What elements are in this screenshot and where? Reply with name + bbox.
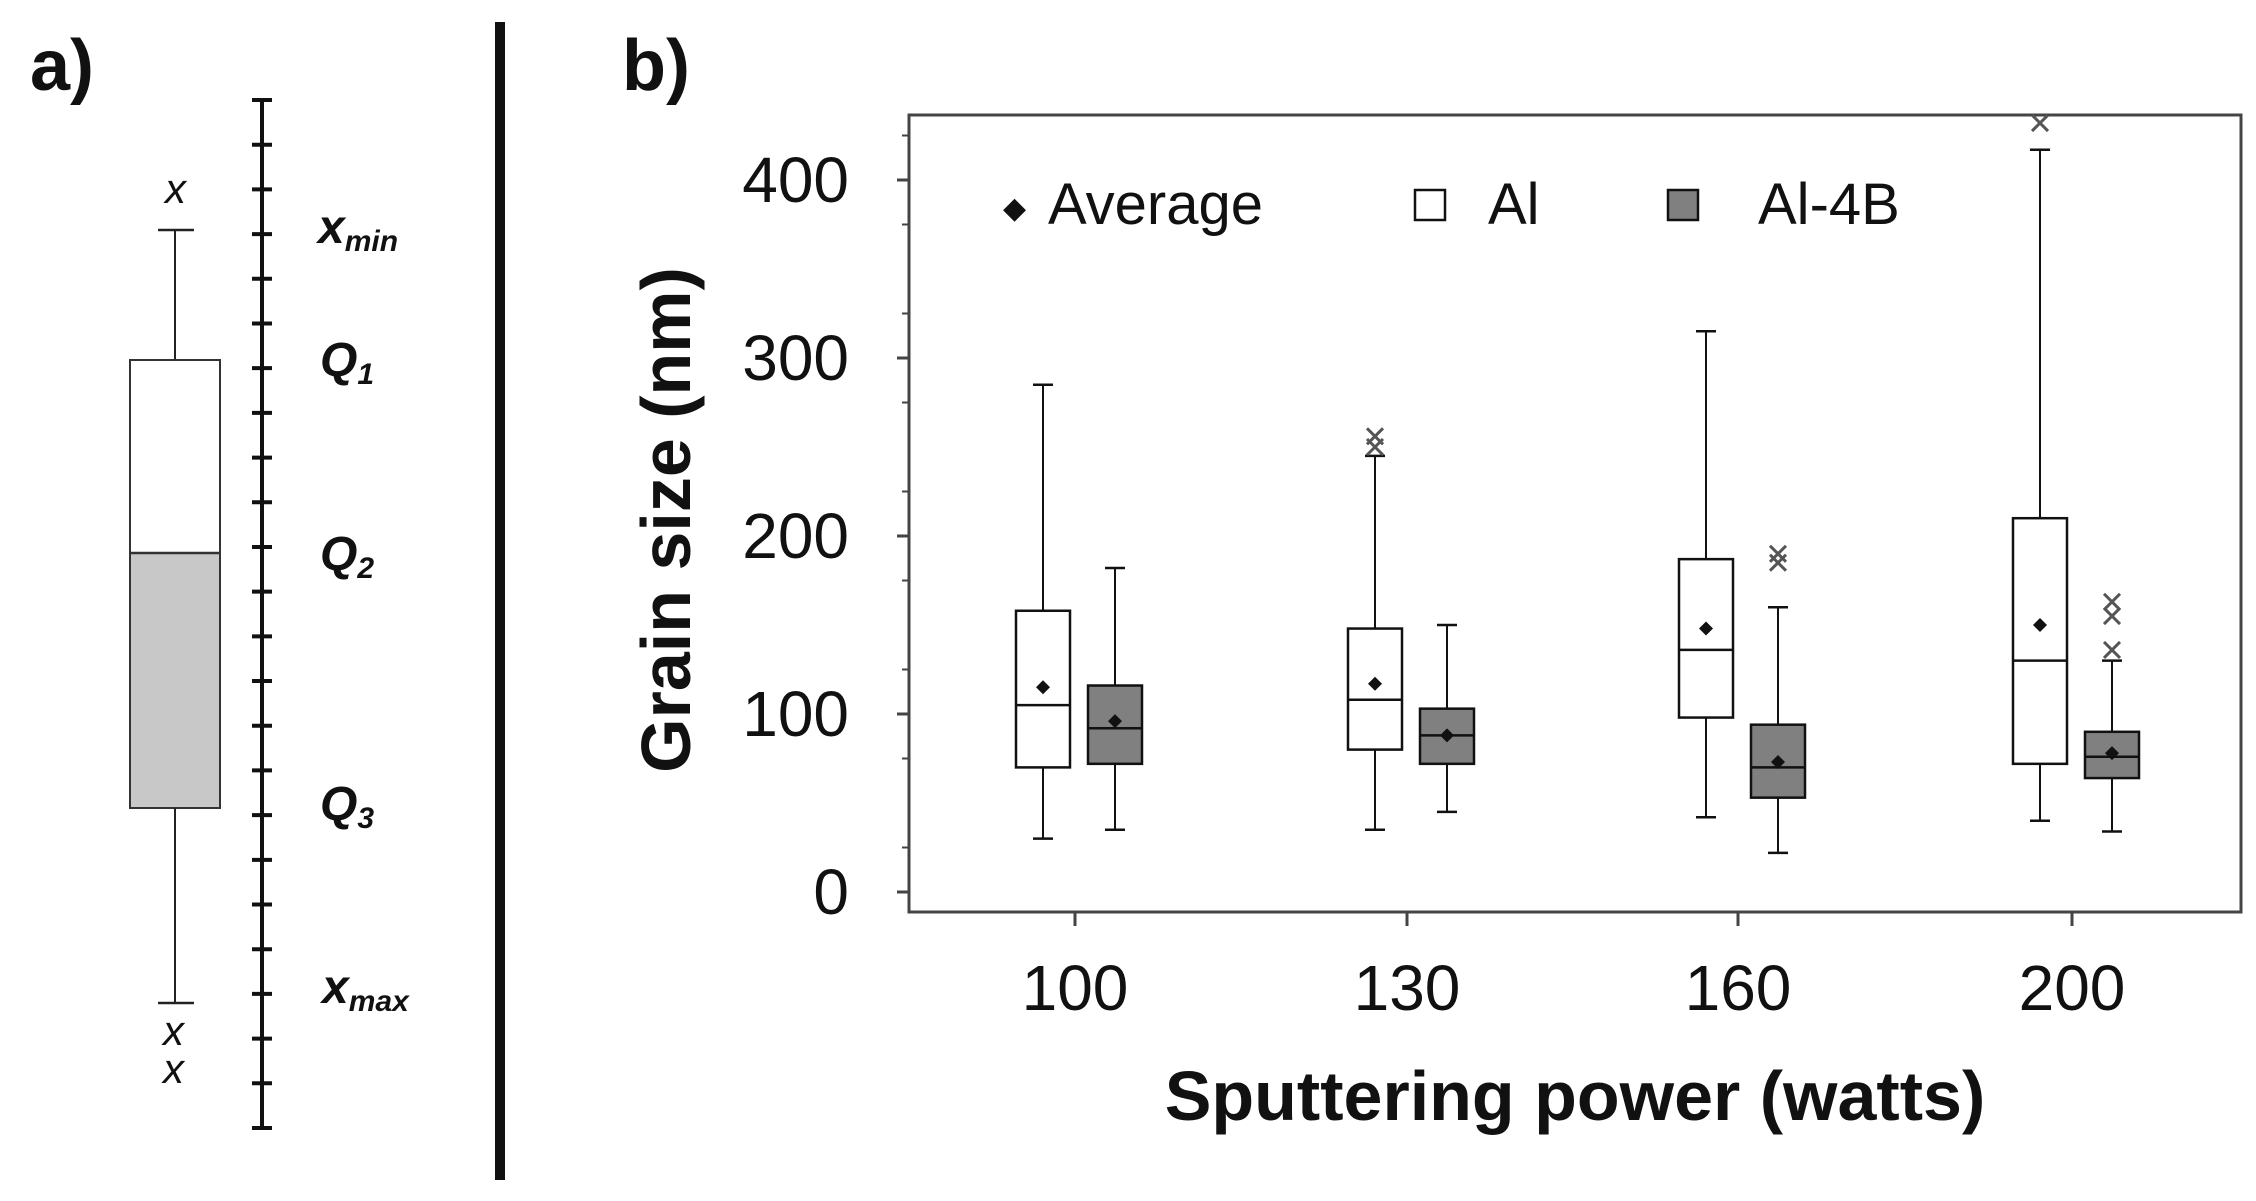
legend-al4b-label: Al-4B <box>1758 172 1900 237</box>
box-al-4b-130 <box>1418 623 1476 814</box>
outlier-marker <box>1768 544 1788 563</box>
box-al-130 <box>1346 427 1404 831</box>
legend-al4b-swatch <box>1666 188 1700 222</box>
legend-al-swatch <box>1413 188 1447 222</box>
mean-marker <box>1036 680 1050 695</box>
y-tick-label: 300 <box>742 322 849 394</box>
y-tick-label: 0 <box>813 856 849 928</box>
iqr-box <box>2011 516 2069 766</box>
x-tick-label: 160 <box>1685 952 1792 1024</box>
panel-b: b) 0 100 200 300 400 100 130 160 200 Grain size… <box>622 26 2243 1135</box>
box-al-4b-100 <box>1086 566 1144 831</box>
y-axis: 0 100 200 300 400 <box>742 134 909 928</box>
outlier-marker <box>2030 113 2050 133</box>
schematic-outlier-top: x <box>163 165 188 212</box>
box-al-4b-160 <box>1749 544 1807 855</box>
label-xmax: xmax <box>319 961 410 1018</box>
panel-a: a) x x x xmin Q1 Q2 Q3 xmax <box>30 26 410 1130</box>
mean-marker <box>1368 676 1382 691</box>
schematic-box-lower <box>129 552 221 809</box>
x-tick-label: 100 <box>1022 952 1129 1024</box>
panel-a-label: a) <box>30 26 94 106</box>
schematic-outlier-bottom-1: x <box>161 1007 186 1054</box>
mean-marker <box>2033 618 2047 632</box>
y-tick-label: 100 <box>742 678 849 750</box>
mean-marker <box>2105 746 2119 761</box>
panel-a-ticks <box>252 98 272 1130</box>
x-tick-label: 130 <box>1354 952 1461 1024</box>
x-axis-title: Sputtering power (watts) <box>1165 1057 1986 1135</box>
box-al-160 <box>1677 330 1735 819</box>
legend-average-label: Average <box>1048 172 1263 237</box>
outlier-marker <box>2102 640 2122 659</box>
label-q2: Q2 <box>320 528 374 585</box>
y-axis-title: Grain size (nm) <box>627 267 705 773</box>
panel-b-label: b) <box>622 26 690 106</box>
y-tick-label: 400 <box>742 144 849 216</box>
box-al-200 <box>2011 113 2069 823</box>
iqr-box <box>1677 557 1735 719</box>
outlier-marker <box>2102 607 2122 626</box>
mean-marker <box>1699 621 1713 636</box>
schematic-outlier-bottom-2: x <box>161 1045 186 1092</box>
mean-marker <box>1440 728 1454 743</box>
x-axis: 100 130 160 200 <box>1022 912 2126 1024</box>
legend: ◆ Average Al Al-4B <box>1003 172 1900 237</box>
plot-area <box>907 113 2243 914</box>
outlier-marker <box>2102 592 2122 611</box>
box-al-100 <box>1014 383 1072 840</box>
boxes <box>1014 113 2141 855</box>
outlier-marker <box>1768 553 1788 572</box>
box-al-4b-200 <box>2083 592 2141 833</box>
legend-al-label: Al <box>1488 172 1540 237</box>
outlier-marker <box>1365 427 1385 446</box>
legend-average-marker: ◆ <box>1003 191 1026 226</box>
schematic-box-upper <box>129 359 221 554</box>
mean-marker <box>1108 714 1122 729</box>
label-q3: Q3 <box>320 778 374 835</box>
label-q1: Q1 <box>320 334 374 391</box>
mean-marker <box>1771 755 1785 770</box>
label-xmin: xmin <box>315 201 398 258</box>
y-tick-label: 200 <box>742 500 849 572</box>
x-tick-label: 200 <box>2019 952 2126 1024</box>
